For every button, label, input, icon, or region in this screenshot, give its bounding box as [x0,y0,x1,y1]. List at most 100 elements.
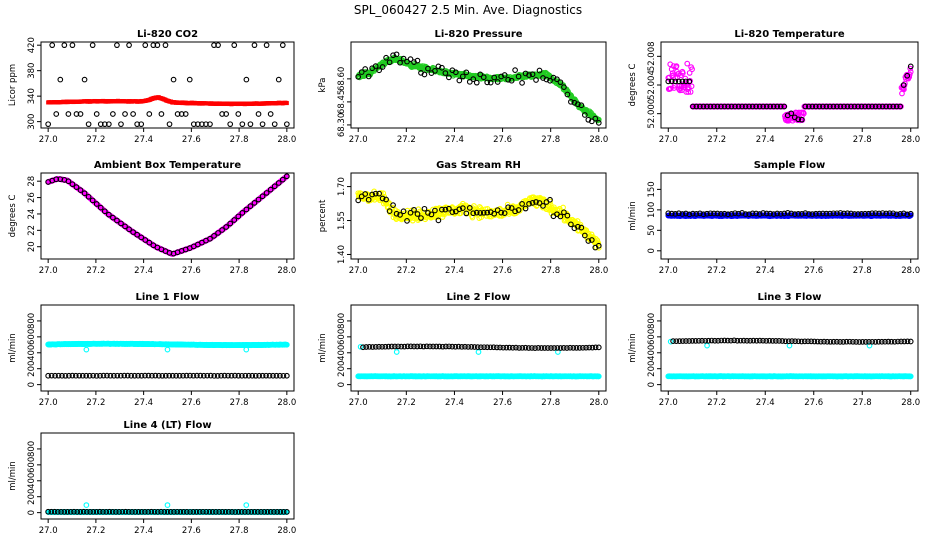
y-tick-label: 420 [27,37,37,53]
data-point [400,55,407,62]
data-point [837,103,844,110]
y-tick-label: 26 [27,192,37,203]
series-tlicor-1 [665,63,914,123]
x-tick-label: 27.2 [86,398,105,408]
data-point [823,103,830,110]
data-point [150,242,157,249]
data-point [595,244,602,251]
data-point [231,42,238,49]
data-point [85,121,92,128]
data-point [505,76,511,83]
data-point [142,42,149,49]
data-point [756,103,763,110]
panel-title: Li-820 Temperature [734,29,844,40]
x-tick-label: 27.4 [445,266,464,276]
data-point [227,220,234,227]
data-point [672,78,679,85]
data-point [547,77,553,84]
data-point [393,51,400,58]
x-tick-label: 28.0 [277,135,296,145]
y-tick-label: 52.004 [647,70,657,100]
y-tick-label: 100 [647,202,657,218]
y-tick-label: 1.70 [337,177,347,196]
data-point [61,42,68,49]
data-point [684,60,691,67]
data-point [207,235,213,242]
data-point [487,79,494,86]
data-point [73,111,80,117]
data-point [182,111,189,117]
data-point [673,63,680,69]
data-point [439,206,445,213]
data-point [446,205,452,212]
data-point [93,111,100,117]
data-point [725,103,731,110]
data-point [142,237,149,243]
data-point [83,346,90,353]
data-point [827,103,833,110]
data-point [97,204,104,211]
x-tick-label: 27.2 [707,266,726,276]
data-point [411,206,417,213]
data-point [45,121,52,128]
data-point [393,210,400,217]
y-tick-label: 800 [337,313,347,329]
data-point [223,111,230,117]
data-point [862,103,868,110]
data-point [379,64,386,70]
data-point [581,112,588,118]
data-point [574,218,581,224]
data-point [164,346,171,353]
data-point [578,102,585,109]
data-point [470,76,477,83]
data-point [515,207,522,213]
series-co2-1 [45,42,290,128]
data-point [800,110,807,117]
x-tick-label: 27.0 [349,266,368,276]
data-point [841,103,847,110]
data-point [869,103,875,110]
data-point [816,103,823,110]
data-point [365,196,372,203]
series-tbox-0 [45,173,290,257]
data-point [397,212,403,218]
plot-frame [40,41,295,129]
data-point [358,69,365,75]
data-point [809,103,816,110]
data-point [158,111,165,117]
data-point [753,103,759,110]
data-point [69,42,76,49]
data-point [207,121,213,128]
data-point [501,72,508,78]
data-point [355,197,362,204]
data-point [231,217,238,223]
x-tick-label: 27.2 [397,135,416,145]
x-tick-label: 27.2 [86,266,105,276]
data-point [770,103,777,110]
plot-frame [350,41,607,129]
data-point [844,103,851,110]
series-l1-0 [45,340,290,353]
data-point [449,209,456,215]
series-l3-0 [665,338,914,380]
data-point [688,83,695,90]
data-point [668,78,675,85]
data-point [223,224,230,230]
data-point [876,103,882,110]
data-point [154,42,161,49]
x-tick-label: 28.0 [277,266,296,276]
data-point [529,71,536,78]
data-point [456,77,463,84]
data-point [85,193,92,200]
data-point [519,201,525,207]
y-tick-label: 0 [647,248,657,253]
x-tick-label: 27.8 [853,135,872,145]
data-point [491,210,498,217]
data-point [390,52,396,59]
data-point [463,210,470,217]
series-rh-0 [355,188,602,251]
panel-title: Line 1 Flow [136,292,200,303]
